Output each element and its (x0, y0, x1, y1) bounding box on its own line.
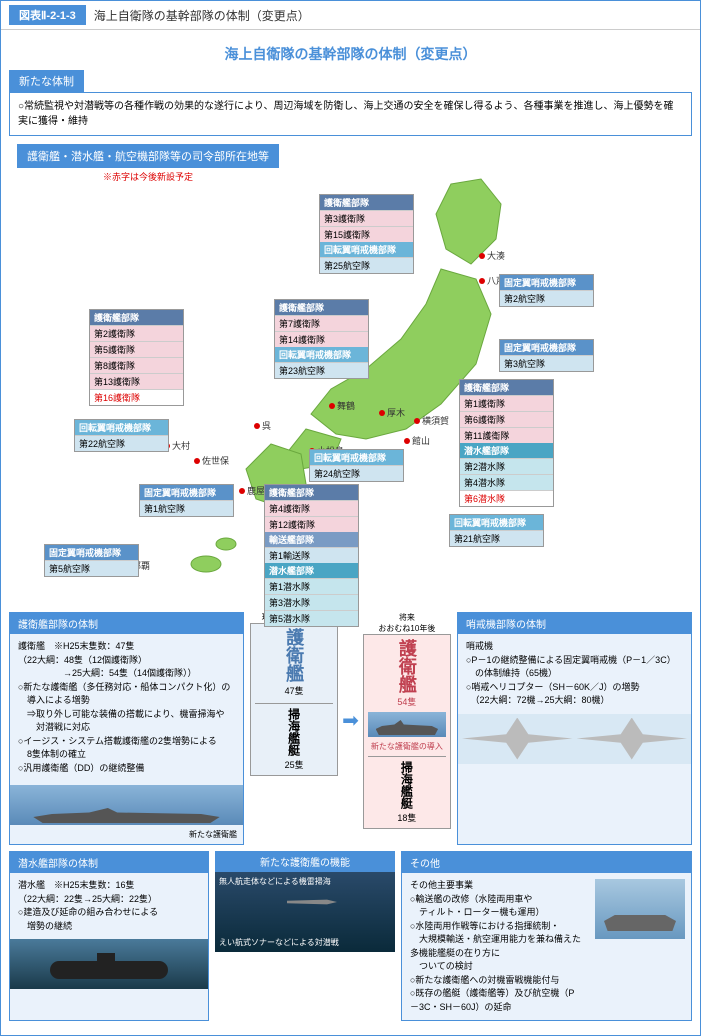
escort-hdr: 護衛艦部隊の体制 (10, 613, 243, 634)
patrol-plane-img (458, 714, 691, 764)
city-呉: 呉 (254, 419, 271, 432)
func-panel: 新たな護衛艦の機能 無人航走体などによる機雷掃海 えい航式ソナーなどによる対潜戦 (215, 851, 395, 1021)
center-comparison: 現状（25年度末） 護衛艦 47隻 掃海艦艇 25隻 ➡ 将来 おおむね10年後 (250, 612, 451, 845)
new-system-desc: ○常続監視や対潜戦等の各種作戦の効果的な遂行により、周辺海域を防衛し、海上交通の… (9, 92, 692, 136)
new-system: 新たな体制 ○常続監視や対潜戦等の各種作戦の効果的な遂行により、周辺海域を防衛し… (9, 70, 692, 136)
unit-box: 固定翼哨戒機部隊第1航空隊 (139, 484, 234, 517)
submarine-img (10, 939, 208, 989)
city-横須賀: 横須賀 (414, 414, 449, 427)
escort-cap: 新たな護衛艦 (10, 829, 243, 844)
escort-panel: 護衛艦部隊の体制 護衛艦 ※H25末隻数：47隻（22大綱：48隻（12個護衛隊… (9, 612, 244, 845)
patrol-panel: 哨戒機部隊の体制 哨戒機○P－1の継続整備による固定翼哨戒機（P－1／3C） の… (457, 612, 692, 845)
unit-box: 護衛艦部隊第1護衛隊第6護衛隊第11護衛隊潜水艦部隊第2潜水隊第4潜水隊第6潜水… (459, 379, 554, 507)
sub-hdr: 潜水艦部隊の体制 (10, 852, 208, 873)
city-厚木: 厚木 (379, 406, 405, 419)
unit-box: 固定翼哨戒機部隊第3航空隊 (499, 339, 594, 372)
city-大湊: 大湊 (479, 249, 505, 262)
unit-box: 回転翼哨戒機部隊第24航空隊 (309, 449, 404, 482)
func-img: 無人航走体などによる機雷掃海 えい航式ソナーなどによる対潜戦 (215, 872, 395, 952)
figure-header: 図表Ⅱ-2-1-3 海上自衛隊の基幹部隊の体制（変更点） (1, 1, 700, 30)
city-館山: 館山 (404, 434, 430, 447)
escort-ship-img (10, 785, 243, 825)
lower-row-1: 護衛艦部隊の体制 護衛艦 ※H25末隻数：47隻（22大綱：48隻（12個護衛隊… (9, 612, 692, 845)
city-鹿屋: 鹿屋 (239, 484, 265, 497)
patrol-hdr: 哨戒機部隊の体制 (458, 613, 691, 634)
figure-title: 海上自衛隊の基幹部隊の体制（変更点） (94, 7, 310, 24)
unit-box: 固定翼哨戒機部隊第2航空隊 (499, 274, 594, 307)
unit-box: 護衛艦部隊第3護衛隊第15護衛隊回転翼哨戒機部隊第25航空隊 (319, 194, 414, 274)
unit-box: 護衛艦部隊第4護衛隊第12護衛隊輸送艦部隊第1輸送隊潜水艦部隊第1潜水隊第3潜水… (264, 484, 359, 627)
figure-label: 図表Ⅱ-2-1-3 (9, 5, 86, 25)
sub-panel: 潜水艦部隊の体制 潜水艦 ※H25末隻数：16隻（22大綱：22隻→25大綱：2… (9, 851, 209, 1021)
arrow-icon: ➡ (342, 708, 359, 733)
func-hdr: 新たな護衛艦の機能 (215, 851, 395, 872)
other-panel: その他 その他主要事業○輸送艦の改修（水陸両用車や ティルト・ローター機も運用）… (401, 851, 692, 1021)
other-hdr: その他 (402, 852, 691, 873)
unit-box: 回転翼哨戒機部隊第22航空隊 (74, 419, 169, 452)
unit-box: 固定翼哨戒機部隊第5航空隊 (44, 544, 139, 577)
city-舞鶴: 舞鶴 (329, 399, 355, 412)
other-ship-img (595, 879, 685, 939)
city-佐世保: 佐世保 (194, 454, 229, 467)
unit-box: 護衛艦部隊第2護衛隊第5護衛隊第8護衛隊第13護衛隊第16護衛隊 (89, 309, 184, 406)
subtitle: 海上自衛隊の基幹部隊の体制（変更点） (9, 44, 692, 64)
map-area: 護衛艦・潜水艦・航空機部隊等の司令部所在地等 ※赤字は今後新設予定 大湊八戸舞鶴… (9, 144, 692, 604)
unit-box: 護衛艦部隊第7護衛隊第14護衛隊回転翼哨戒機部隊第23航空隊 (274, 299, 369, 379)
unit-box: 回転翼哨戒機部隊第21航空隊 (449, 514, 544, 547)
new-system-hdr: 新たな体制 (9, 70, 84, 92)
lower-row-2: 潜水艦部隊の体制 潜水艦 ※H25末隻数：16隻（22大綱：22隻→25大綱：2… (9, 851, 692, 1021)
